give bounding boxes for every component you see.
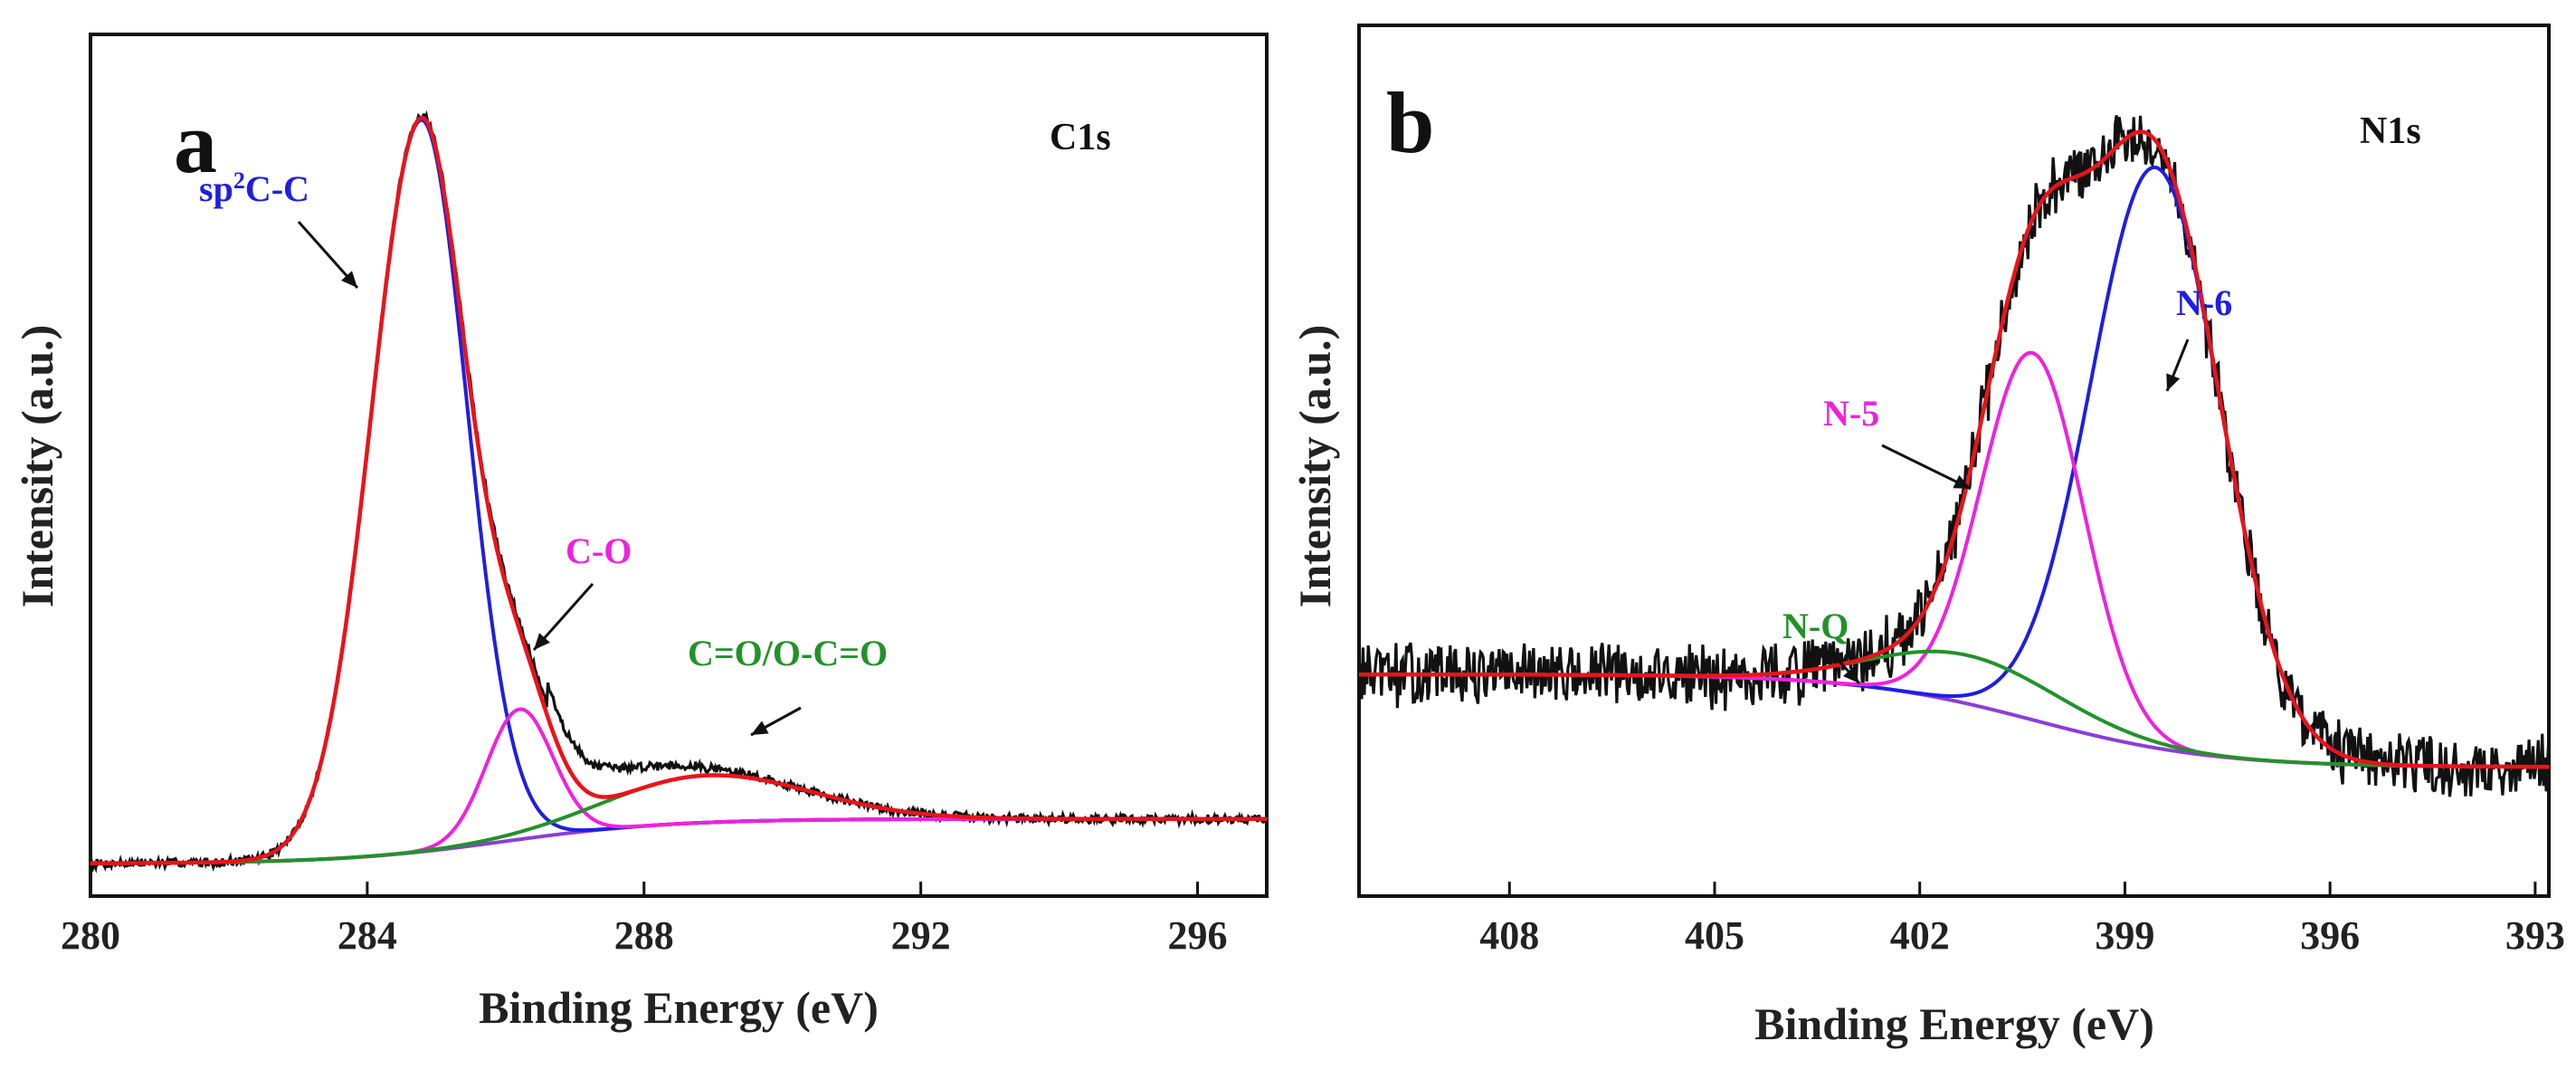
component-label: C-O (566, 530, 632, 571)
x-tick-label: 405 (1685, 913, 1744, 958)
panel-b-spectrum-label: N1s (2360, 110, 2421, 152)
panel-b-component-labels: N-6 N-5 N-Q (1782, 282, 2232, 685)
x-tick-label: 396 (2300, 913, 2360, 958)
panel-a-spectrum-label: C1s (1050, 117, 1111, 158)
x-tick-label: 280 (61, 913, 120, 958)
component-label: N-6 (2176, 282, 2232, 323)
panel-b-letter: b (1386, 74, 1434, 171)
annotation-arrowhead (2166, 373, 2181, 391)
panel-a-letter: a (174, 94, 217, 191)
panel-b-x-ticks: 408 405 402 399 396 393 (1479, 882, 2565, 958)
panel-a-y-axis-title: Intensity (a.u.) (12, 325, 62, 608)
component-label: sp2C-C (199, 167, 309, 210)
annotation-arrowhead (1953, 474, 1971, 489)
x-tick-label: 399 (2095, 913, 2154, 958)
panel-a-component-labels: sp2C-C C-O C=O/O-C=O (199, 167, 888, 737)
annotation-arrow (1881, 444, 1972, 491)
panel-b-curves (1357, 115, 2551, 797)
panel-a-curves (89, 110, 1268, 873)
component-label: N-Q (1782, 606, 1849, 646)
annotation-arrowhead (751, 721, 769, 735)
annotation-arrowhead (534, 633, 550, 650)
panel-b-n1s: 408 405 402 399 396 393 b N1s Binding Energy … (1289, 24, 2565, 1049)
panel-a-x-axis-title: Binding Energy (eV) (479, 982, 879, 1033)
series-raw-data (1357, 115, 2551, 797)
series-envelope (90, 115, 1267, 865)
x-tick-label: 408 (1479, 913, 1539, 958)
x-tick-label: 402 (1890, 913, 1950, 958)
x-tick-label: 284 (337, 913, 397, 958)
x-tick-label: 296 (1168, 913, 1228, 958)
series-envelope (1359, 129, 2549, 769)
panel-a-x-ticks: 280 284 288 292 296 (61, 882, 1228, 958)
annotation-arrowhead (341, 271, 357, 288)
panel-a-frame (89, 33, 1269, 898)
x-tick-label: 393 (2505, 913, 2565, 958)
x-tick-label: 288 (614, 913, 674, 958)
component-label: C=O/O-C=O (688, 633, 888, 673)
panel-a-c1s: 280 284 288 292 296 a C1s Binding Energy (eV… (12, 33, 1269, 1033)
component-label: N-5 (1823, 393, 1879, 434)
panel-b-y-axis-title: Intensity (a.u.) (1289, 325, 1340, 608)
annotation-arrowhead (1842, 666, 1859, 683)
x-tick-label: 292 (891, 913, 951, 958)
panel-b-x-axis-title: Binding Energy (eV) (1754, 998, 2154, 1049)
